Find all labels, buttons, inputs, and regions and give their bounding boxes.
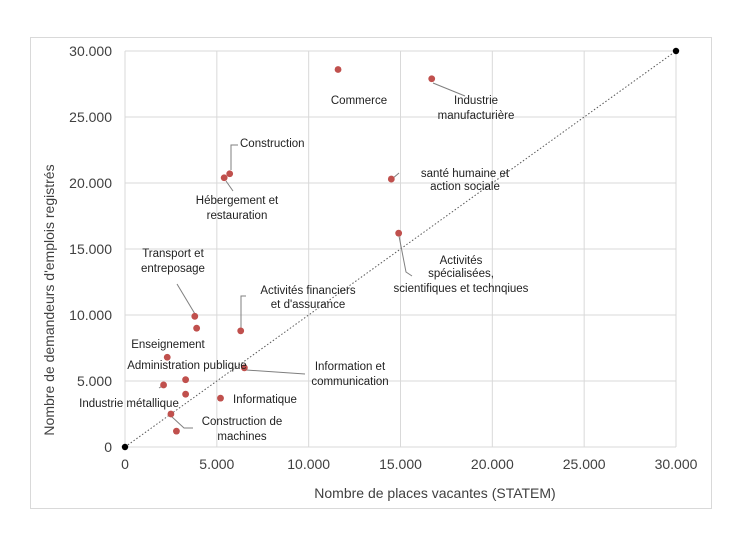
reference-endpoint (672, 47, 680, 55)
data-point (428, 75, 436, 83)
y-tick-label: 25.000 (69, 109, 112, 125)
data-point (160, 381, 167, 389)
point-label: Enseignement (131, 339, 205, 351)
y-tick-label: 20.000 (69, 175, 112, 191)
y-tick-label: 0 (104, 439, 112, 455)
point-label: Industrie manufacturière (438, 95, 515, 122)
annotation-leader (398, 235, 413, 277)
reference-line (124, 50, 677, 448)
point-label: Commerce (331, 95, 387, 107)
data-point (220, 174, 228, 182)
annotation-leader (230, 144, 238, 170)
point-labels: Commerce Industrie manufacturière Construct… (79, 95, 529, 443)
x-tick-label: 25.000 (563, 456, 606, 472)
annotation-leader (170, 415, 193, 429)
data-point (182, 390, 190, 398)
data-points (121, 47, 680, 451)
x-tick-label: 5.000 (199, 456, 234, 472)
annotation-leader (432, 82, 466, 97)
x-axis-label: Nombre de places vacantes (STATEM) (314, 485, 555, 501)
data-point (167, 410, 175, 418)
x-tick-label: 10.000 (287, 456, 330, 472)
data-point (193, 324, 201, 332)
x-tick-label: 0 (121, 456, 129, 472)
point-label: Information et communication (311, 361, 388, 388)
data-point (334, 66, 342, 73)
data-point (226, 170, 234, 178)
data-point (182, 376, 190, 384)
point-label: Administration publique (127, 360, 247, 372)
y-axis-label: Nombre de demandeurs d'emplois registrés (41, 164, 57, 435)
x-tick-label: 20.000 (471, 456, 514, 472)
point-label: Industrie métallique (79, 398, 179, 410)
annotation-leader (225, 180, 234, 192)
grid-lines (124, 50, 677, 448)
point-label: Informatique (233, 394, 297, 406)
data-point (240, 364, 248, 372)
data-point (395, 229, 403, 237)
point-label: Hébergement et restauration (196, 195, 279, 222)
y-tick-label: 30.000 (69, 43, 112, 59)
annotation-leader (240, 295, 246, 328)
y-tick-label: 10.000 (69, 307, 112, 323)
data-point (163, 353, 171, 361)
data-point (237, 327, 245, 335)
chart-frame (30, 37, 712, 509)
y-tick-label: 15.000 (69, 241, 112, 257)
x-tick-label: 30.000 (655, 456, 698, 472)
point-label: Transport et entreposage (141, 248, 205, 275)
y-tick-labels: 0 5.000 10.000 15.000 20.000 25.000 30.000 (69, 43, 112, 455)
data-point (191, 312, 199, 320)
point-label: Activités spécialisées, scientifiques et t… (394, 255, 529, 295)
point-label: Construction de machines (202, 416, 283, 443)
annotation-leader (176, 283, 196, 315)
y-tick-label: 5.000 (77, 373, 112, 389)
x-tick-labels: 0 5.000 10.000 15.000 20.000 25.000 30.000 (121, 456, 698, 472)
data-point (217, 394, 224, 402)
point-label: santé humaine et action sociale (421, 168, 510, 193)
x-tick-label: 15.000 (379, 456, 422, 472)
annotation-leader (245, 369, 306, 375)
data-point (387, 175, 395, 183)
reference-endpoint (121, 443, 129, 451)
data-point (173, 427, 180, 435)
point-label: Construction (240, 138, 305, 150)
point-label: Activités financiers et d'assurance (260, 285, 355, 311)
